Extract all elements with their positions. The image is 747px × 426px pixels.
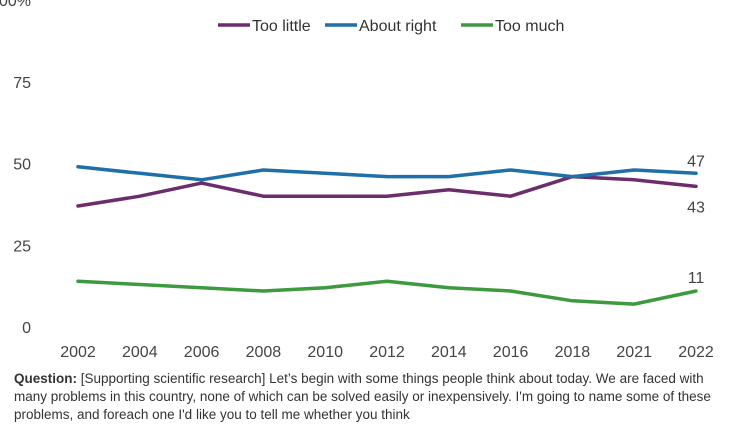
line-chart: 0 25 50 75 100% 2002 2004 2006 2008 2010 2012 2014… [0,0,714,361]
y-tick-label: 25 [13,238,31,255]
x-tick-label: 2022 [678,344,714,361]
series-line-about-right [76,165,698,182]
question-footnote: Question: [Supporting scientific researc… [14,370,739,426]
legend-label: About right [359,18,437,35]
x-tick-label: 2021 [616,344,652,361]
x-tick-label: 2010 [307,344,343,361]
question-text: [Supporting scientific research] Let’s b… [14,371,711,422]
x-tick-label: 2012 [369,344,405,361]
question-label: Question: [14,371,77,386]
x-tick-label: 2016 [493,344,529,361]
x-tick-label: 2014 [431,344,467,361]
series-layer [76,165,698,306]
end-value-label: 47 [687,153,705,170]
x-tick-label: 2004 [122,344,158,361]
series-line-too-much [76,279,698,306]
end-value-label: 43 [687,199,705,216]
y-axis: 0 25 50 75 100% [0,0,31,337]
legend-label: Too little [252,18,311,35]
x-tick-label: 2002 [60,344,96,361]
x-tick-label: 2008 [246,344,282,361]
series-line-too-little [76,174,698,208]
x-axis: 2002 2004 2006 2008 2010 2012 2014 2016 2018 2021… [60,344,714,361]
y-tick-label: 100% [0,0,31,10]
x-tick-label: 2018 [555,344,591,361]
end-labels: 43 47 11 [687,153,705,287]
legend: Too little About right Too much [218,18,564,35]
y-tick-label: 50 [13,157,31,174]
x-tick-label: 2006 [184,344,220,361]
legend-label: Too much [495,18,564,35]
end-value-label: 11 [688,270,705,287]
y-tick-label: 0 [22,320,31,337]
y-tick-label: 75 [13,75,31,92]
